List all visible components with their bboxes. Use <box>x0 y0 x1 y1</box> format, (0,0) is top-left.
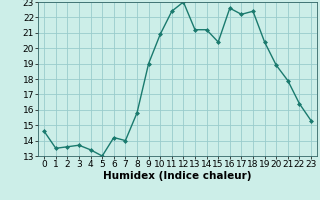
X-axis label: Humidex (Indice chaleur): Humidex (Indice chaleur) <box>103 171 252 181</box>
